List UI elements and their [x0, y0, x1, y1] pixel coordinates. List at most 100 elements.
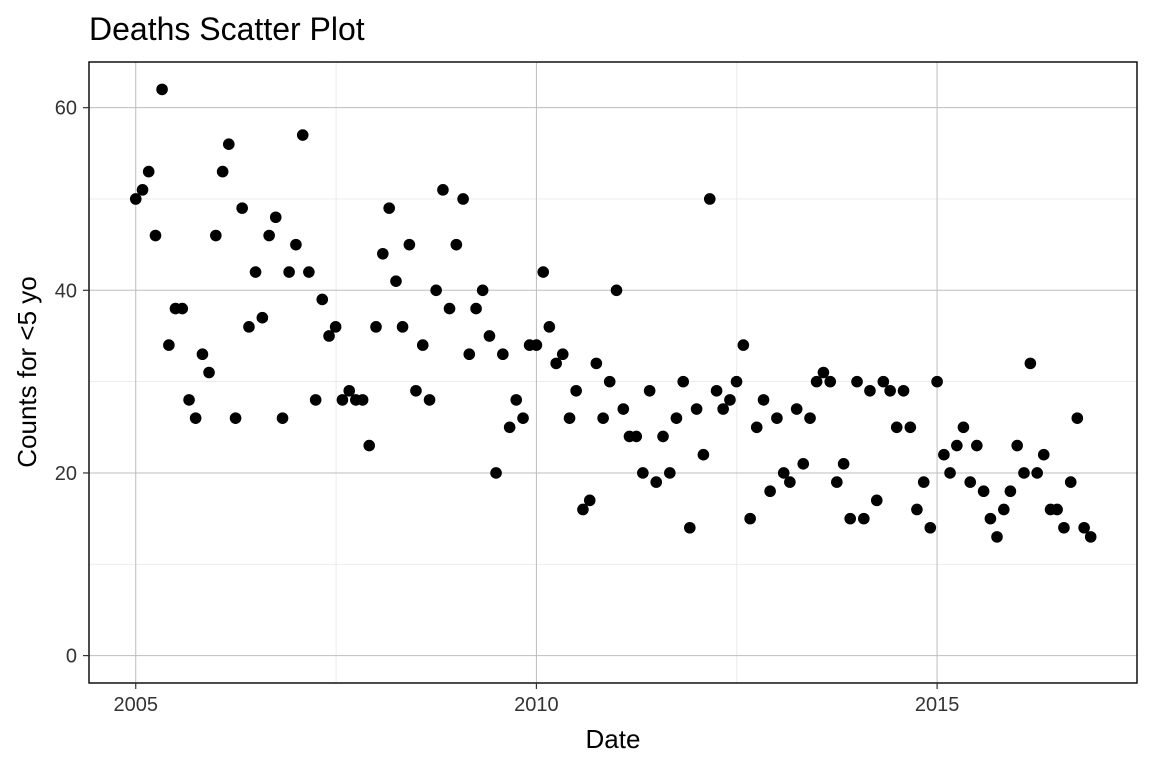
- data-point: [1078, 521, 1090, 534]
- data-point: [530, 339, 543, 351]
- data-point: [256, 311, 269, 324]
- data-point: [136, 184, 149, 196]
- data-point: [1064, 476, 1077, 488]
- data-point: [724, 394, 736, 406]
- data-point: [603, 375, 616, 388]
- data-point: [577, 503, 589, 516]
- data-point: [537, 266, 550, 278]
- data-point: [998, 503, 1010, 516]
- data-point: [550, 357, 562, 370]
- data-point: [236, 202, 248, 214]
- data-point: [637, 467, 649, 479]
- data-point: [416, 339, 429, 351]
- data-point: [884, 384, 896, 397]
- data-point: [730, 375, 743, 388]
- y-tick-label: 20: [55, 463, 77, 485]
- data-point: [1018, 467, 1030, 479]
- data-point: [229, 412, 242, 424]
- data-point: [911, 503, 923, 516]
- data-point: [938, 448, 950, 461]
- data-point: [336, 394, 349, 406]
- data-point: [717, 403, 729, 415]
- data-point: [824, 375, 837, 388]
- data-point: [269, 211, 282, 224]
- data-point: [797, 458, 810, 470]
- data-point: [249, 266, 262, 278]
- data-point: [790, 403, 803, 415]
- data-point: [657, 430, 669, 443]
- data-point: [690, 403, 703, 415]
- data-point: [470, 302, 482, 315]
- data-point: [810, 375, 823, 388]
- data-point: [142, 165, 155, 178]
- data-point: [476, 284, 489, 297]
- data-point: [483, 330, 496, 342]
- data-point: [890, 421, 903, 434]
- data-point: [263, 229, 275, 242]
- data-point: [977, 485, 990, 498]
- minor-gridlines: [89, 62, 1137, 683]
- data-point: [390, 275, 402, 287]
- data-point: [1024, 357, 1037, 370]
- x-tick-label: 2010: [514, 694, 559, 716]
- data-point: [450, 238, 463, 251]
- data-point: [630, 430, 643, 443]
- data-point: [410, 384, 422, 397]
- y-axis-title: Counts for <5 yo: [12, 276, 42, 468]
- data-point: [991, 531, 1003, 543]
- data-point: [290, 238, 302, 251]
- data-point: [744, 512, 756, 525]
- data-point: [196, 348, 209, 361]
- data-point: [1031, 467, 1043, 479]
- data-point: [864, 384, 876, 397]
- data-point: [984, 512, 997, 525]
- data-point: [356, 394, 369, 406]
- data-point: [944, 467, 956, 479]
- data-point: [590, 357, 603, 370]
- data-point: [303, 266, 315, 278]
- data-point: [183, 394, 195, 406]
- data-point: [964, 476, 977, 488]
- data-point: [737, 339, 750, 351]
- data-point: [463, 348, 476, 361]
- data-point: [222, 138, 235, 150]
- data-point: [363, 439, 376, 452]
- data-point: [664, 467, 676, 479]
- data-point: [210, 229, 222, 242]
- data-point: [777, 467, 790, 479]
- data-point: [129, 193, 142, 205]
- data-point: [817, 366, 830, 379]
- major-gridlines: [89, 62, 1137, 683]
- data-point: [316, 293, 329, 306]
- data-point: [677, 375, 690, 388]
- data-point: [203, 366, 215, 379]
- data-point: [844, 512, 857, 525]
- y-tick-label: 0: [66, 646, 77, 668]
- data-point: [396, 321, 409, 333]
- data-point: [276, 412, 289, 424]
- y-axis-ticks: 0 20 40 60: [55, 98, 89, 668]
- data-point: [490, 467, 502, 479]
- data-point: [497, 348, 509, 361]
- data-point: [851, 375, 863, 388]
- data-point: [403, 238, 416, 251]
- data-point: [610, 284, 623, 297]
- y-tick-label: 40: [55, 280, 77, 302]
- x-tick-label: 2015: [915, 694, 960, 716]
- data-point: [1011, 439, 1023, 452]
- data-point: [437, 184, 449, 196]
- data-point: [309, 394, 322, 406]
- data-point: [583, 494, 596, 507]
- data-point: [216, 165, 229, 178]
- data-point: [917, 476, 930, 488]
- data-point: [703, 193, 716, 205]
- data-point: [517, 412, 529, 424]
- data-point: [1051, 503, 1063, 516]
- x-axis-title: Date: [586, 724, 641, 754]
- data-point: [377, 247, 389, 260]
- data-point: [784, 476, 796, 488]
- data-point: [697, 448, 710, 461]
- data-point: [831, 476, 843, 488]
- data-point: [804, 412, 816, 424]
- data-point: [924, 521, 937, 534]
